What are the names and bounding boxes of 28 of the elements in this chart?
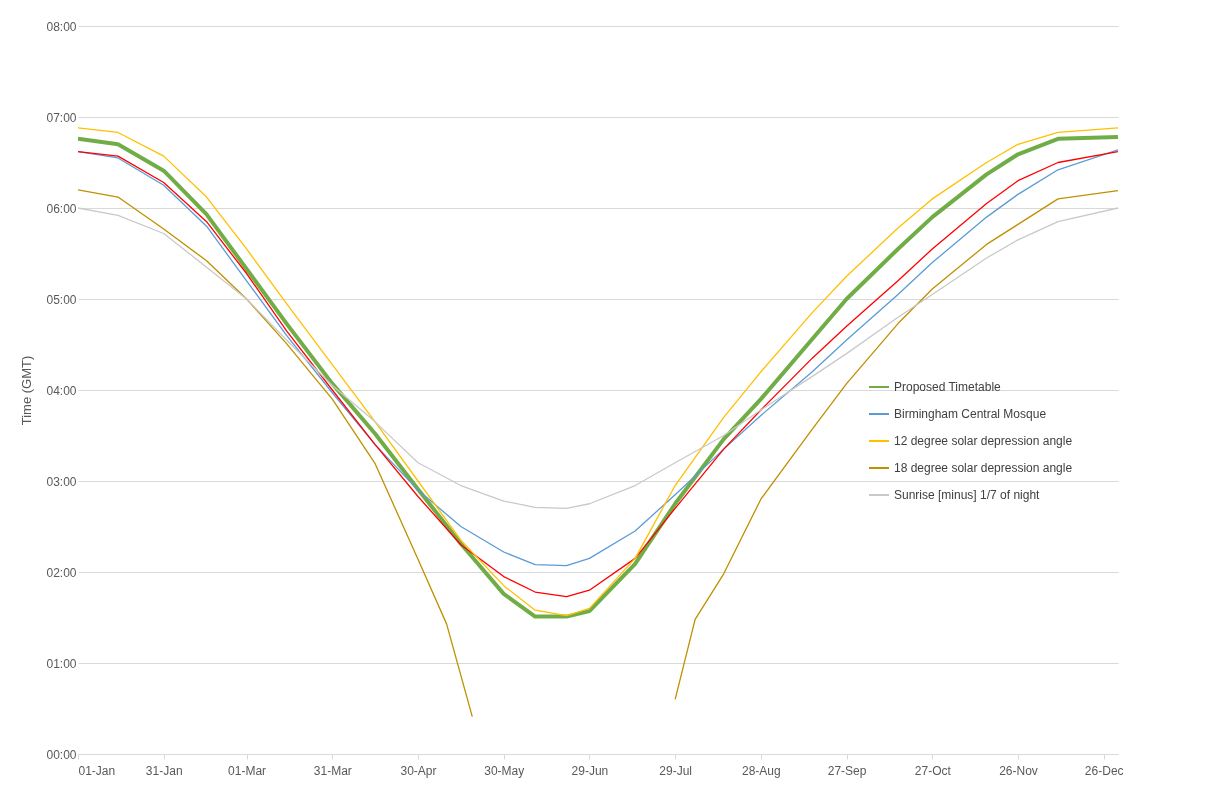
y-tick-label: 08:00 xyxy=(46,19,77,34)
y-tick-label: 00:00 xyxy=(46,747,77,762)
x-tick-label: 31-Jan xyxy=(145,763,183,778)
y-tick-label: 05:00 xyxy=(46,292,77,307)
x-tick-label: 29-Jun xyxy=(571,763,609,778)
y-tick-label: 01:00 xyxy=(46,656,77,671)
x-tick-label: 30-May xyxy=(484,763,525,778)
x-tick-label: 29-Jul xyxy=(659,763,692,778)
x-tick-label: 27-Sep xyxy=(827,763,867,778)
y-tick-label: 06:00 xyxy=(46,201,77,216)
x-tick-label: 27-Oct xyxy=(914,763,952,778)
y-tick-label: 03:00 xyxy=(46,474,77,489)
legend-label: Birmingham Central Mosque xyxy=(894,407,1047,421)
x-tick-label: 28-Aug xyxy=(742,763,781,778)
y-tick-label: 02:00 xyxy=(46,565,77,580)
x-tick-label: 30-Apr xyxy=(400,763,437,778)
legend-label: 18 degree solar depression angle xyxy=(894,461,1073,475)
x-tick-label: 01-Mar xyxy=(228,763,267,778)
y-tick-label: 07:00 xyxy=(46,110,77,125)
x-tick-label: 26-Dec xyxy=(1084,763,1124,778)
x-tick-label: 26-Nov xyxy=(999,763,1038,778)
x-tick-label: 31-Mar xyxy=(313,763,352,778)
x-tick-label: 01-Jan xyxy=(78,763,116,778)
legend-label: Sunrise [minus] 1/7 of night xyxy=(894,488,1041,502)
legend-label: Proposed Timetable xyxy=(894,380,1002,394)
y-tick-label: 04:00 xyxy=(46,383,77,398)
legend-label: 12 degree solar depression angle xyxy=(894,434,1073,448)
y-axis-title: Time (GMT) xyxy=(19,355,35,426)
